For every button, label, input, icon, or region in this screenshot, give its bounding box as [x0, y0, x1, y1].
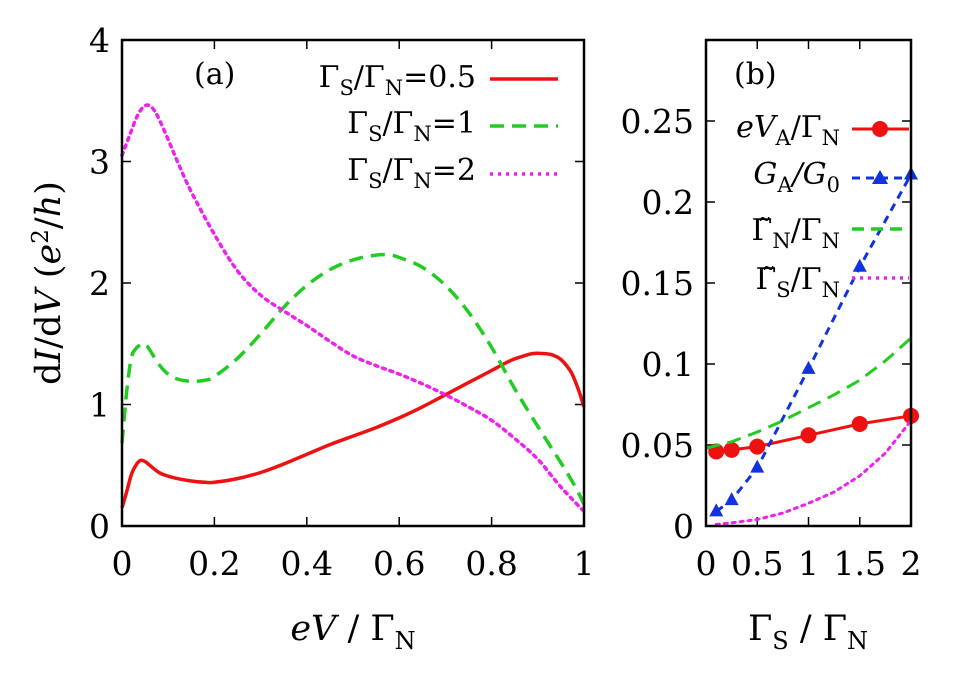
x-tick-label: 0.2	[188, 544, 240, 583]
x-tick-label: 0.8	[465, 544, 517, 583]
panel-a-label: (a)	[194, 57, 235, 92]
x-tick-label: 1	[798, 544, 819, 583]
y-tick-label: 1	[89, 386, 110, 425]
y-tick-label: 0.2	[642, 183, 694, 222]
data-point-triangle	[801, 360, 816, 374]
panel-b-x-axis-label: ΓS / ΓN	[748, 609, 868, 655]
y-tick-label: 0	[89, 507, 110, 546]
series-line-s-n-0-5	[120, 351, 586, 509]
x-tick-label: 2	[901, 544, 922, 583]
x-tick-label: 1.5	[834, 544, 886, 583]
panel-a-x-axis-label: eV / ΓN	[290, 609, 415, 655]
panel-b-legend: eVA/ΓN GA/G0 Γ̃N/ΓN Γ̃S/ΓN	[736, 110, 909, 302]
series-line-s-n	[714, 419, 913, 526]
x-tick-label: 1	[574, 544, 595, 583]
panel-a-frame	[120, 38, 586, 528]
panel-b: 0 0.5 1 1.5 2 0 0.05 0.1 0.15 0.2 0.25 (b) eVA/ΓN …	[621, 38, 922, 655]
legend-entry-gamma-tilde-s: Γ̃S/ΓN	[755, 262, 909, 302]
legend-entry-gamma-ratio-0-5: ΓS/ΓN=0.5	[319, 60, 558, 100]
legend-label: Γ̃S/ΓN	[755, 262, 840, 302]
panel-a-tick-labels: 0 0.2 0.4 0.6 0.8 1 0 1 2 3 4	[89, 21, 595, 583]
series-line-s-n-2	[120, 103, 586, 514]
panel-a-legend: ΓS/ΓN=0.5 ΓS/ΓN=1 ΓS/ΓN=2	[319, 60, 558, 193]
legend-label: ΓS/ΓN=1	[347, 106, 476, 146]
series-line-s-n-1	[120, 252, 586, 505]
legend-entry-gamma-tilde-n: Γ̃N/ΓN	[751, 213, 909, 253]
panel-b-frame	[704, 38, 913, 528]
data-point-triangle	[852, 258, 867, 272]
panel-b-label: (b)	[734, 57, 777, 92]
x-tick-label: 0.5	[731, 544, 783, 583]
data-point-circle	[723, 441, 740, 458]
legend-entry-gamma-ratio-1: ΓS/ΓN=1	[347, 106, 558, 146]
x-tick-label: 0.4	[281, 544, 333, 583]
legend-swatch-circle-marker	[872, 121, 888, 137]
data-point-triangle	[724, 492, 739, 506]
data-point-circle	[749, 438, 766, 455]
legend-swatch-triangle-marker	[872, 170, 888, 184]
legend-label: Γ̃N/ΓN	[751, 213, 840, 253]
series-line-n-n	[705, 336, 912, 450]
y-tick-label: 0.15	[621, 264, 694, 303]
y-tick-label: 3	[89, 143, 110, 182]
legend-label: eVA/ΓN	[736, 110, 840, 150]
data-point-triangle	[750, 459, 765, 473]
y-tick-label: 0.25	[621, 102, 694, 141]
legend-entry-gamma-ratio-2: ΓS/ΓN=2	[347, 153, 558, 193]
panel-a-y-axis-label: dI/dV (e2/h)	[28, 181, 69, 385]
y-tick-label: 2	[89, 264, 110, 303]
y-tick-label: 0	[673, 507, 694, 546]
y-tick-label: 4	[89, 21, 110, 60]
panel-b-series	[705, 166, 919, 526]
data-point-triangle	[709, 503, 724, 517]
y-tick-label: 0.05	[621, 426, 694, 465]
data-point-circle	[851, 415, 868, 432]
panel-a-series	[120, 103, 586, 514]
legend-label: GA/G0	[753, 157, 840, 197]
legend-entry-andreev-voltage: eVA/ΓN	[736, 110, 909, 150]
legend-label: ΓS/ΓN=0.5	[319, 60, 476, 100]
panel-b-tick-labels: 0 0.5 1 1.5 2 0 0.05 0.1 0.15 0.2 0.25	[621, 102, 922, 583]
panel-a: 0 0.2 0.4 0.6 0.8 1 0 1 2 3 4 (a) ΓS/ΓN=0.5 ΓS/ΓN=…	[28, 21, 595, 655]
legend-label: ΓS/ΓN=2	[347, 153, 476, 193]
legend-entry-andreev-conductance: GA/G0	[753, 157, 909, 197]
x-tick-label: 0	[112, 544, 133, 583]
x-tick-label: 0.6	[373, 544, 425, 583]
y-tick-label: 0.1	[642, 345, 694, 384]
data-point-circle	[800, 427, 817, 444]
x-tick-label: 0	[696, 544, 717, 583]
